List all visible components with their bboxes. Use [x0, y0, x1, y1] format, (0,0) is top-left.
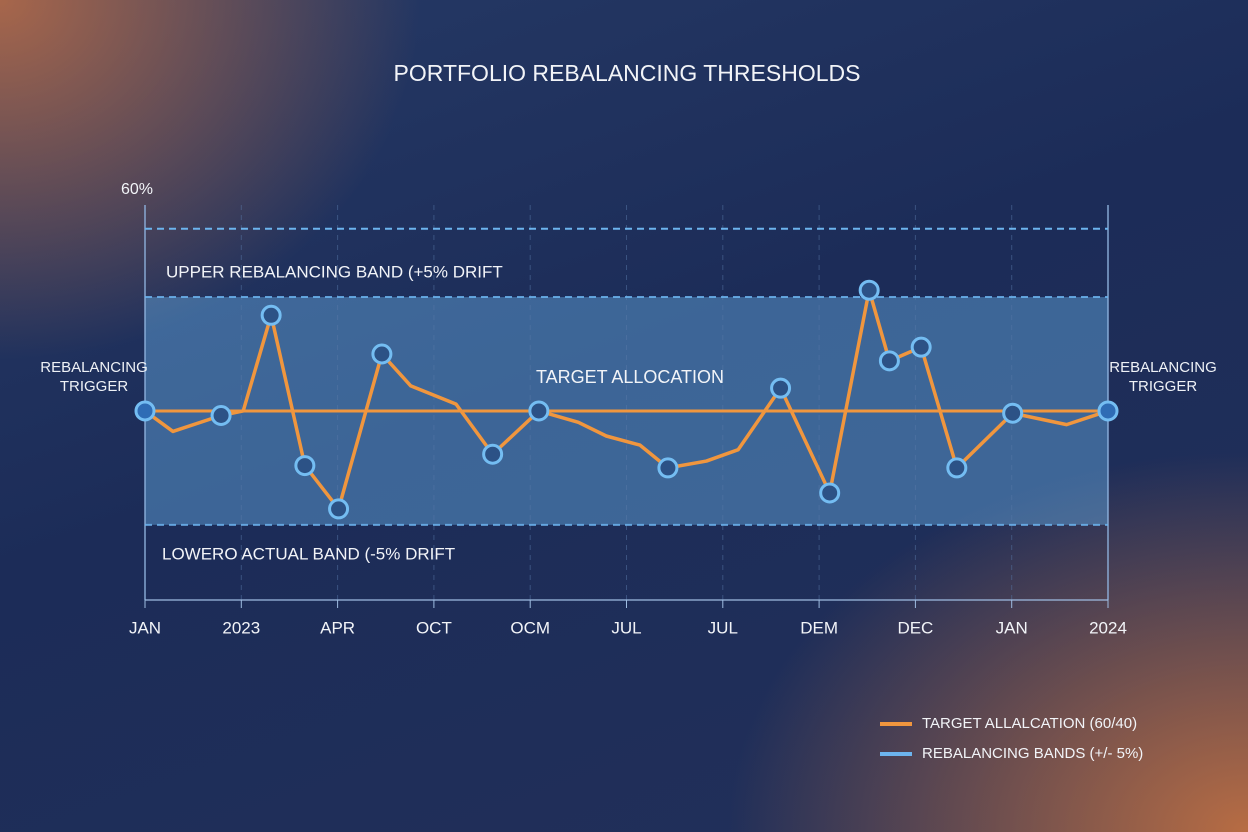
x-tick-label: DEC: [897, 618, 933, 637]
trigger-point: [371, 343, 393, 365]
x-tick-label: 2023: [222, 618, 260, 637]
annotation: UPPER REBALANCING BAND (+5% DRIFT: [166, 262, 503, 281]
trigger-point: [819, 482, 841, 504]
annotation: TARGET ALLOCATION: [536, 367, 724, 387]
trigger-point: [657, 457, 679, 479]
trigger-point: [210, 405, 232, 426]
x-tick-label: JAN: [996, 618, 1028, 637]
trigger-point: [482, 443, 504, 465]
trigger-point: [294, 455, 316, 477]
trigger-point: [528, 400, 550, 422]
annotation: LOWERO ACTUAL BAND (-5% DRIFT: [162, 544, 455, 563]
x-tick-label: JUL: [708, 618, 738, 637]
chart-title: PORTFOLIO REBALANCING THRESHOLDS: [394, 60, 861, 86]
trigger-point: [770, 377, 792, 399]
x-tick-label: JUL: [611, 618, 641, 637]
annotation: REBALANCING TRIGGER: [1109, 359, 1217, 395]
y-tick-label: 60%: [121, 181, 153, 198]
trigger-point: [878, 350, 900, 372]
legend-label: TARGET ALLALCATION (60/40): [922, 715, 1137, 732]
trigger-point: [1002, 402, 1024, 424]
x-tick-label: OCT: [416, 618, 452, 637]
trigger-point: [134, 400, 156, 422]
allocation-line: [143, 288, 1109, 511]
annotation: REBALANCING TRIGGER: [40, 359, 148, 395]
x-tick-label: 2024: [1089, 618, 1127, 637]
trigger-point: [946, 457, 968, 479]
trigger-point: [328, 498, 350, 520]
x-tick-label: JAN: [129, 618, 161, 637]
trigger-point: [858, 279, 880, 301]
x-tick-label: DEM: [800, 618, 838, 637]
trigger-point: [1097, 400, 1119, 422]
trigger-point: [260, 304, 282, 326]
legend-label: REBALANCING BANDS (+/- 5%): [922, 745, 1143, 762]
x-tick-label: OCM: [510, 618, 550, 637]
x-tick-label: APR: [320, 618, 355, 637]
trigger-point: [910, 336, 932, 358]
